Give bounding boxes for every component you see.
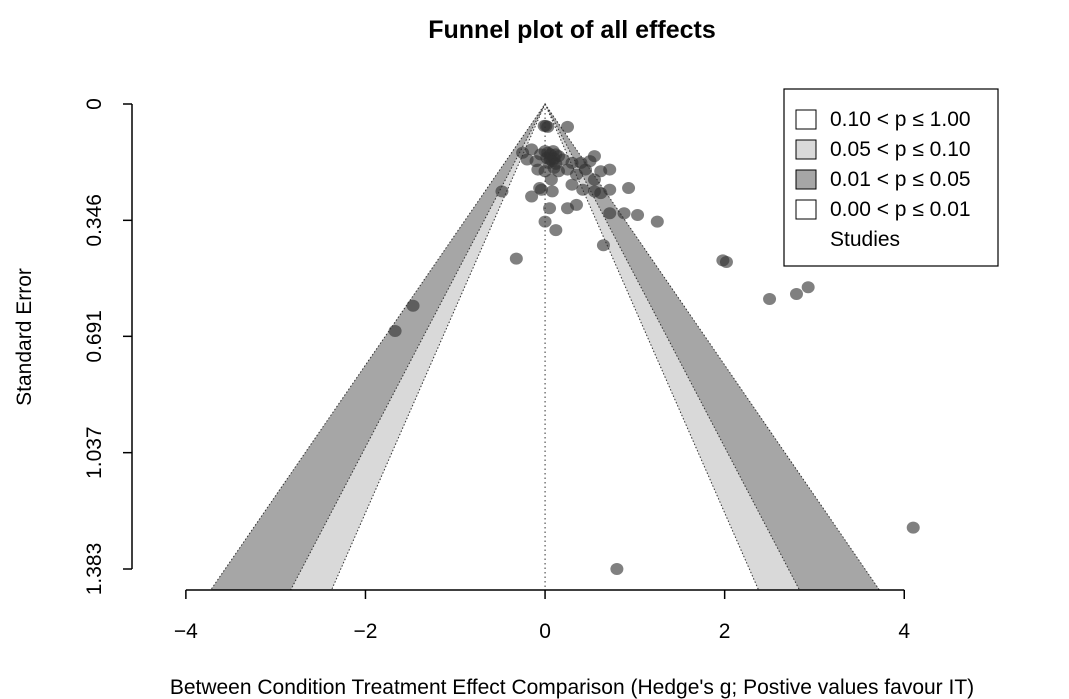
study-point bbox=[388, 324, 402, 337]
study-point bbox=[406, 299, 420, 312]
study-point bbox=[531, 163, 545, 176]
study-point bbox=[520, 153, 534, 166]
legend-swatch bbox=[795, 139, 817, 160]
study-point bbox=[801, 281, 815, 294]
study-point bbox=[587, 173, 601, 186]
study-point bbox=[617, 207, 631, 220]
study-point bbox=[906, 521, 920, 534]
study-point bbox=[544, 173, 558, 186]
legend-box bbox=[783, 88, 999, 267]
legend: 0.10 < p ≤ 1.00 0.05 < p ≤ 0.10 0.01 < p ≤… bbox=[783, 88, 999, 267]
study-point bbox=[576, 183, 590, 196]
study-point bbox=[610, 563, 624, 575]
study-point bbox=[509, 252, 523, 265]
study-point bbox=[545, 185, 559, 198]
study-point bbox=[495, 185, 509, 198]
y-tick-label: 1.383 bbox=[83, 543, 106, 596]
study-point bbox=[541, 120, 555, 133]
study-point bbox=[587, 150, 601, 163]
study-point bbox=[596, 239, 610, 252]
study-point bbox=[569, 168, 583, 181]
study-point bbox=[525, 190, 539, 203]
x-tick-label: −4 bbox=[174, 620, 198, 643]
study-points bbox=[388, 119, 920, 575]
study-point bbox=[650, 215, 664, 228]
study-point bbox=[763, 293, 777, 306]
x-tick-label: −2 bbox=[353, 620, 377, 643]
contour-regions bbox=[210, 102, 881, 590]
legend-label: 0.01 < p ≤ 0.05 bbox=[830, 168, 971, 191]
study-point bbox=[561, 120, 575, 133]
x-tick-label: 4 bbox=[898, 620, 910, 643]
x-tick-label: 2 bbox=[719, 620, 731, 643]
study-point bbox=[549, 224, 563, 237]
study-point bbox=[543, 202, 557, 215]
y-tick-label: 1.037 bbox=[83, 426, 106, 479]
study-point bbox=[631, 208, 645, 221]
x-axis-ticks: −4 −2 0 2 4 bbox=[174, 590, 910, 643]
legend-swatch bbox=[795, 199, 817, 220]
study-point bbox=[789, 287, 803, 300]
legend-label: 0.00 < p ≤ 0.01 bbox=[830, 198, 971, 221]
study-point bbox=[538, 215, 552, 228]
study-point bbox=[561, 202, 575, 215]
study-point bbox=[603, 183, 617, 196]
y-tick-label: 0.346 bbox=[83, 194, 106, 247]
legend-studies-label: Studies bbox=[830, 228, 900, 251]
x-tick-label: 0 bbox=[539, 620, 551, 643]
legend-label: 0.05 < p ≤ 0.10 bbox=[830, 138, 971, 161]
y-tick-label: 0.691 bbox=[83, 310, 106, 363]
study-point bbox=[603, 163, 617, 176]
legend-swatch bbox=[795, 109, 817, 130]
y-tick-label: 0 bbox=[83, 98, 106, 110]
x-axis-label: Between Condition Treatment Effect Compa… bbox=[170, 676, 974, 699]
legend-swatch bbox=[795, 169, 817, 190]
chart-title: Funnel plot of all effects bbox=[428, 16, 716, 44]
study-point bbox=[622, 182, 636, 195]
y-axis-ticks: 0 0.346 0.691 1.037 1.383 bbox=[83, 98, 132, 595]
study-point bbox=[534, 183, 548, 196]
study-point bbox=[565, 178, 579, 191]
study-point bbox=[719, 256, 733, 269]
y-axis-label: Standard Error bbox=[13, 268, 36, 406]
study-point bbox=[603, 207, 617, 220]
legend-label: 0.10 < p ≤ 1.00 bbox=[830, 108, 971, 131]
